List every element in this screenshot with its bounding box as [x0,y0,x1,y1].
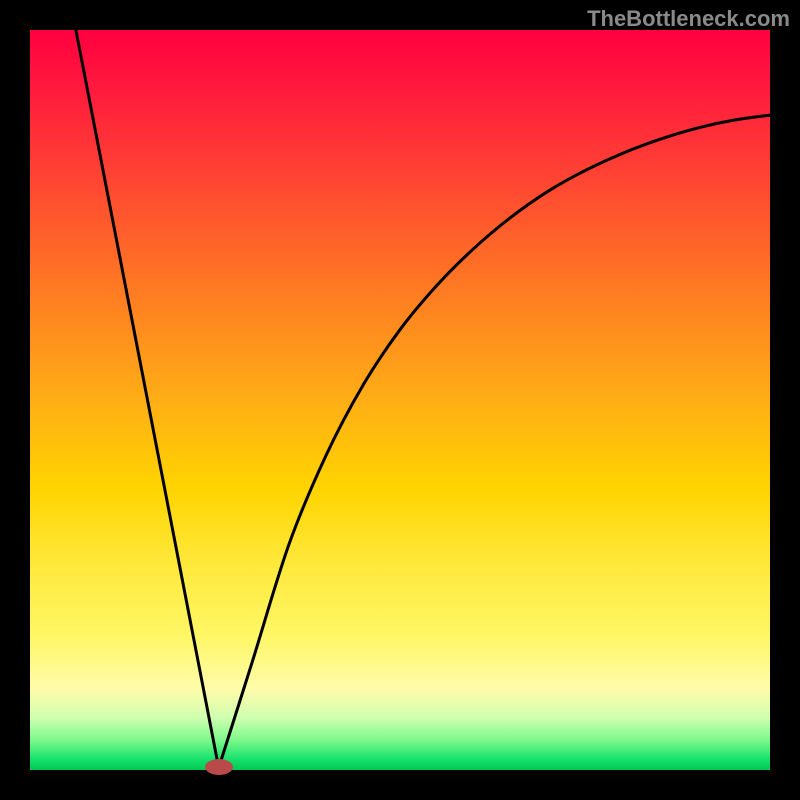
watermark-text: TheBottleneck.com [587,6,790,32]
bottleneck-curve [76,30,770,768]
curve-layer [30,30,770,770]
plot-area [30,30,770,770]
minimum-marker [205,759,233,775]
